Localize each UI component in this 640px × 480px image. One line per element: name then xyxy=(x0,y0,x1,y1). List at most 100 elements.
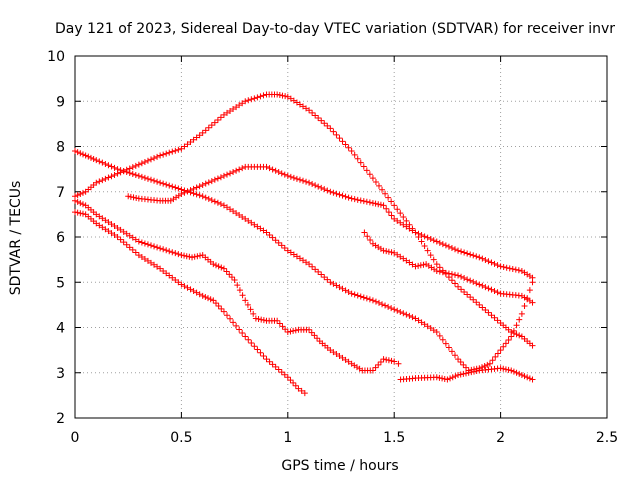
data-point xyxy=(210,261,217,268)
x-tick-label: 0 xyxy=(71,430,80,446)
data-point xyxy=(151,177,158,184)
data-point xyxy=(290,174,297,181)
data-point xyxy=(239,213,246,220)
data-point xyxy=(311,332,318,339)
data-point xyxy=(363,167,370,174)
data-point xyxy=(132,162,139,169)
data-point xyxy=(397,253,404,260)
data-point xyxy=(529,342,536,349)
data-point xyxy=(339,285,346,292)
data-point xyxy=(242,215,249,222)
data-point xyxy=(324,187,331,194)
data-point xyxy=(236,326,243,333)
data-point xyxy=(448,271,455,278)
data-point xyxy=(141,240,148,247)
data-point xyxy=(494,289,501,296)
data-point xyxy=(196,132,203,139)
y-tick-label: 2 xyxy=(56,411,65,427)
data-point xyxy=(461,275,468,282)
data-point xyxy=(72,148,78,155)
data-point xyxy=(306,261,313,268)
data-point xyxy=(79,201,86,208)
data-point xyxy=(187,138,194,145)
data-point xyxy=(148,242,154,249)
data-point xyxy=(144,257,151,264)
data-point xyxy=(467,277,474,284)
data-point xyxy=(385,209,392,216)
data-point xyxy=(391,202,398,209)
data-point xyxy=(244,301,251,308)
data-point xyxy=(215,263,222,270)
data-point xyxy=(379,186,386,193)
data-point xyxy=(175,279,182,286)
data-point xyxy=(433,374,440,381)
x-tick-label: 2 xyxy=(496,430,505,446)
x-axis-label: GPS time / hours xyxy=(281,458,398,474)
data-point xyxy=(380,247,387,254)
data-point xyxy=(427,235,434,242)
data-point xyxy=(321,186,328,193)
data-point xyxy=(400,310,407,317)
data-point xyxy=(211,198,218,205)
data-point xyxy=(120,239,127,246)
data-point xyxy=(409,314,416,321)
data-point xyxy=(196,291,203,298)
data-point xyxy=(516,370,523,377)
data-point xyxy=(236,287,243,294)
data-point xyxy=(458,248,465,255)
data-point xyxy=(321,274,328,281)
data-point xyxy=(388,249,395,256)
data-point xyxy=(191,253,198,260)
data-point xyxy=(524,374,531,381)
data-point xyxy=(251,221,258,228)
data-point xyxy=(127,193,134,200)
data-point xyxy=(488,312,495,319)
data-point xyxy=(157,245,164,252)
data-point xyxy=(148,176,154,183)
series-track-d xyxy=(72,209,308,397)
data-point xyxy=(211,119,218,126)
data-point xyxy=(333,190,340,197)
data-point xyxy=(489,357,496,364)
data-point xyxy=(254,346,261,353)
data-point xyxy=(348,290,355,297)
data-point xyxy=(372,200,379,207)
data-point xyxy=(400,213,407,220)
data-point xyxy=(251,95,258,102)
data-point xyxy=(99,159,106,166)
data-point xyxy=(383,248,390,255)
data-point xyxy=(236,166,243,173)
data-point xyxy=(397,308,404,315)
data-point xyxy=(260,92,267,99)
data-point xyxy=(308,329,315,336)
data-point xyxy=(339,354,346,361)
data-point xyxy=(178,252,185,259)
data-point xyxy=(513,331,520,338)
data-point xyxy=(529,376,536,383)
data-point xyxy=(330,280,337,287)
y-axis-label: SDTVAR / TECUs xyxy=(8,181,24,296)
data-point xyxy=(457,371,464,378)
data-point xyxy=(276,320,283,327)
y-tick-label: 5 xyxy=(56,275,65,291)
data-point xyxy=(516,332,523,339)
data-point xyxy=(281,171,288,178)
data-point xyxy=(108,173,115,180)
data-point xyxy=(366,296,373,303)
data-point xyxy=(151,155,158,162)
data-point xyxy=(470,278,477,285)
data-point xyxy=(447,375,454,382)
data-point xyxy=(160,180,167,187)
data-point xyxy=(132,236,139,243)
data-point xyxy=(293,99,300,106)
data-point xyxy=(452,373,459,380)
grid-lines xyxy=(75,56,607,418)
data-point xyxy=(409,227,416,234)
data-point xyxy=(485,285,492,292)
data-point xyxy=(372,298,379,305)
data-point xyxy=(481,362,488,369)
data-point xyxy=(360,198,367,205)
data-point xyxy=(421,243,428,250)
data-point xyxy=(314,335,321,342)
data-point xyxy=(234,282,241,289)
